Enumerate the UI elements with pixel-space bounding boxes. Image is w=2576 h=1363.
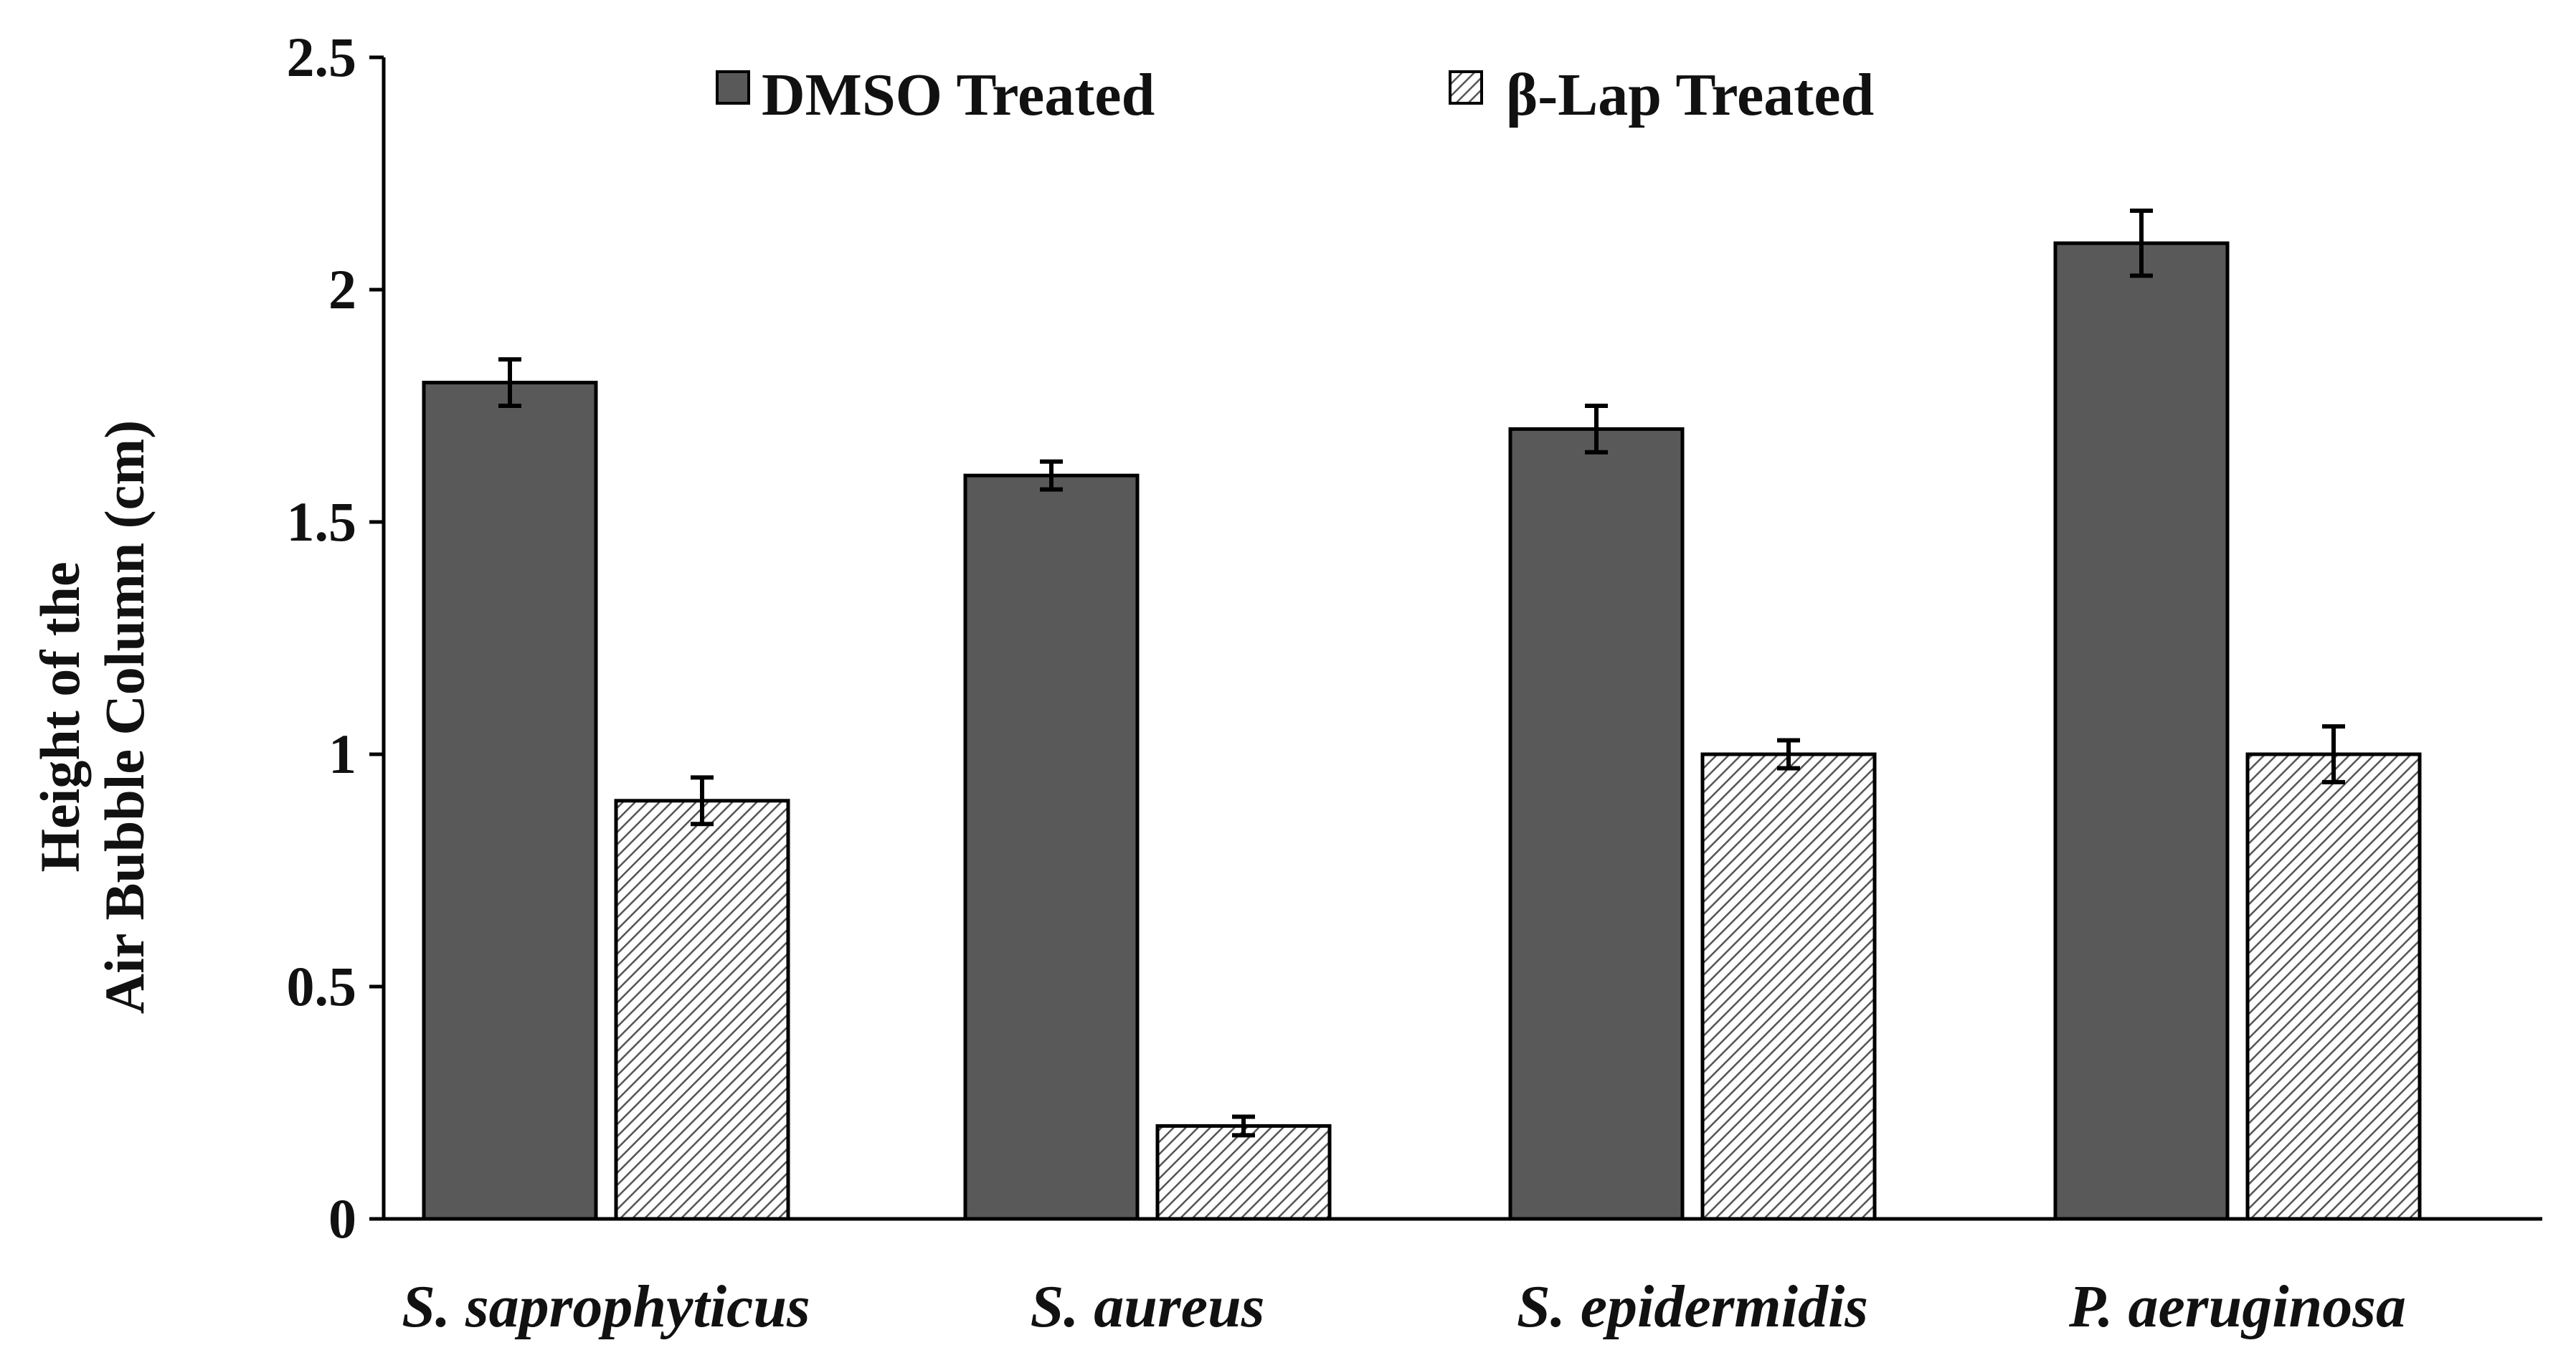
bar-beta-lap-1 [614,799,790,1221]
x-category-label: S. aureus [1031,1273,1265,1340]
y-tick-label: 2 [328,258,356,320]
x-category-label: S. saprophyticus [402,1273,810,1340]
y-tick-label: 2.5 [287,26,357,88]
bar-dmso-4 [2053,241,2230,1221]
bar-dmso-3 [1508,427,1685,1221]
y-axis-title-line-2: Air Bubble Column (cm) [93,420,156,1014]
bar-beta-lap-2 [1155,1124,1332,1221]
legend-swatch-dmso [716,70,750,105]
bar-beta-lap-3 [1700,752,1877,1221]
legend-label-dmso: DMSO Treated [762,62,1155,128]
legend-label-beta-lap: β-Lap Treated [1506,62,1874,128]
plot-area: 0 0.5 1 1.5 2 2.5 S. saprophyticus S. aureus S. … [287,26,2542,1340]
y-tick-label: 1 [328,723,356,785]
y-tick-label: 0.5 [287,955,357,1017]
bar-dmso-2 [963,473,1140,1221]
y-axis-title-line-1: Height of the [29,561,91,872]
x-category-label: S. epidermidis [1517,1273,1868,1340]
y-tick-label: 1.5 [287,490,357,553]
x-category-label: P. aeruginosa [2068,1273,2406,1340]
legend-swatch-beta-lap [1449,70,1483,105]
bar-dmso-1 [422,381,598,1221]
y-tick-label: 0 [328,1187,356,1250]
bar-beta-lap-4 [2245,752,2422,1221]
legend: DMSO Treated β-Lap Treated [716,62,1874,128]
